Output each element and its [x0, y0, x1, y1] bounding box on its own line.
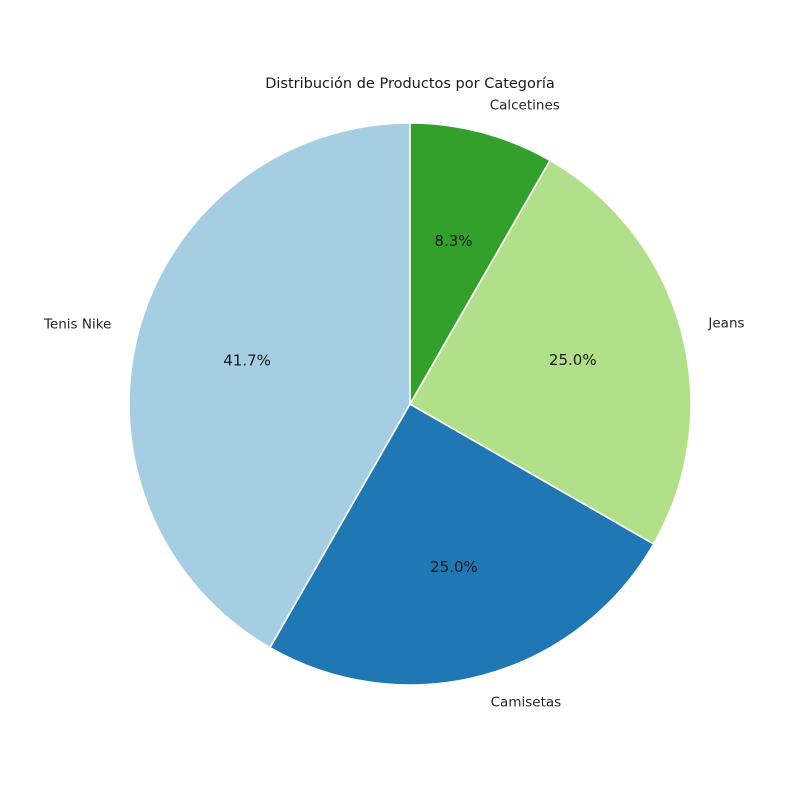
category-label-jeans: Jeans [707, 315, 744, 331]
chart-title: Distribución de Productos por Categoría [265, 76, 555, 92]
percent-label-jeans: 25.0% [549, 351, 597, 369]
percent-labels: 41.7% 25.0% 25.0% 8.3% [223, 232, 596, 576]
percent-label-tenis-nike: 41.7% [223, 352, 271, 370]
category-label-tenis-nike: Tenis Nike [43, 316, 111, 332]
pie-slice-tenis-nike [128, 122, 411, 649]
pie-slice-calcetines [409, 122, 551, 405]
pie-slices [128, 122, 692, 686]
percent-label-camisetas: 25.0% [430, 558, 478, 576]
pie-slice-jeans [409, 159, 692, 545]
category-label-camisetas: Camisetas [491, 694, 562, 710]
category-labels: Tenis Nike Camisetas Jeans Calcetines [43, 97, 745, 710]
pie-slice-camisetas [269, 403, 655, 686]
category-label-calcetines: Calcetines [490, 97, 560, 113]
percent-label-calcetines: 8.3% [434, 232, 472, 250]
